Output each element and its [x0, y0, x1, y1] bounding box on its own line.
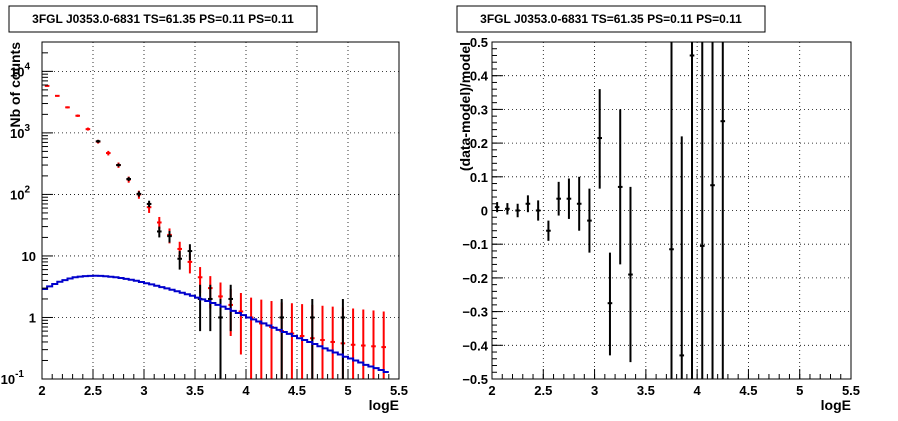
x-tick-label: 4 [694, 383, 702, 398]
data-point [55, 94, 60, 97]
data-point [381, 311, 386, 379]
x-tick-label: 5.5 [390, 383, 408, 398]
data-point [157, 226, 162, 238]
y-tick-label: −0.3 [462, 305, 488, 320]
y-tick-label: 104 [10, 61, 30, 79]
y-tick-label: 10-1 [1, 369, 25, 387]
data-point [566, 178, 572, 219]
data-point [628, 186, 633, 363]
data-point [75, 114, 80, 117]
x-tick-label: 2 [488, 383, 495, 398]
y-tick-label: 0.5 [470, 35, 488, 50]
right-x-axis-label: logE [821, 397, 851, 413]
data-point [187, 244, 193, 261]
data-point [505, 203, 510, 215]
data-point [340, 298, 346, 379]
data-point [65, 106, 70, 109]
x-tick-label: 3.5 [637, 383, 655, 398]
x-tick-label: 2.5 [84, 383, 102, 398]
data-point [218, 298, 223, 379]
x-tick-label: 3 [591, 383, 598, 398]
data-point [320, 305, 325, 379]
data-point [177, 251, 182, 270]
data-point [689, 42, 695, 379]
right-title: 3FGL J0353.0-6831 TS=61.35 PS=0.11 PS=0.… [480, 12, 742, 26]
x-tick-label: 5 [796, 383, 803, 398]
data-point [607, 252, 613, 356]
data-point [310, 298, 315, 379]
y-tick-label: 0.4 [470, 69, 489, 84]
x-tick-label: 3 [140, 383, 147, 398]
x-tick-label: 3.5 [186, 383, 204, 398]
left-panel-counts: 2 2.5 3 3.5 4 4.5 5 5.5 10-1 1 10 102 103 104 3FGL J0… [1, 5, 408, 413]
data-point [238, 292, 244, 355]
data-point [576, 176, 582, 231]
left-axes: 2 2.5 3 3.5 4 4.5 5 5.5 10-1 1 10 102 103 104 [1, 41, 408, 398]
right-title-box: 3FGL J0353.0-6831 TS=61.35 PS=0.11 PS=0.… [456, 5, 766, 33]
data-point [95, 139, 101, 143]
data-point [515, 203, 520, 218]
data-point [617, 109, 623, 265]
data-point [208, 284, 213, 332]
left-x-axis-label: logE [369, 397, 399, 413]
data-point [167, 230, 172, 243]
data-point [710, 42, 715, 379]
data-point [535, 200, 541, 221]
y-tick-label: 1 [29, 310, 36, 325]
data-point [699, 42, 705, 379]
data-point [597, 89, 603, 189]
left-marks [42, 84, 389, 379]
y-tick-label: 0.3 [470, 102, 488, 117]
left-y-axis-label: Nb of counts [7, 42, 23, 128]
data-point [85, 127, 91, 131]
data-point [106, 150, 111, 156]
data-point [546, 220, 551, 241]
right-grid [492, 42, 851, 379]
data-point [350, 308, 356, 379]
data-point [525, 195, 531, 213]
y-tick-label: −0.1 [462, 237, 488, 252]
data-point [669, 42, 674, 379]
plot-border [491, 41, 852, 380]
right-y-axis-label: (data-model)/model [457, 42, 473, 171]
left-title-box: 3FGL J0353.0-6831 TS=61.35 PS=0.11 PS=0.… [8, 5, 318, 33]
x-tick-label: 5 [344, 383, 351, 398]
model-step-line [42, 274, 389, 373]
data-point [136, 191, 142, 197]
data-point [279, 298, 284, 379]
data-point [556, 181, 561, 216]
data-point [720, 42, 726, 379]
data-point [126, 177, 131, 182]
right-axes: 2 2.5 3 3.5 4 4.5 5 5.5 −0.5 −0.4 −0.3 −0.2 −0.1 0 0.1… [462, 35, 860, 398]
right-marks [494, 42, 726, 379]
plot-border [41, 41, 400, 380]
x-tick-label: 2 [38, 383, 45, 398]
left-title: 3FGL J0353.0-6831 TS=61.35 PS=0.11 PS=0.… [32, 12, 294, 26]
data-point [587, 188, 592, 253]
data-point [146, 200, 152, 208]
x-tick-label: 4 [242, 383, 250, 398]
y-tick-label: 0 [481, 204, 488, 219]
y-tick-label: −0.2 [462, 271, 488, 286]
y-tick-label: 102 [10, 184, 30, 202]
y-tick-label: 10 [22, 249, 36, 264]
data-point [361, 309, 366, 379]
x-tick-label: 4.5 [288, 383, 306, 398]
y-tick-label: 0.2 [470, 136, 488, 151]
right-panel-residuals: 2 2.5 3 3.5 4 4.5 5 5.5 −0.5 −0.4 −0.3 −0.2 −0.1 0 0.1… [456, 5, 860, 413]
y-tick-label: −0.5 [462, 372, 488, 387]
x-tick-label: 2.5 [534, 383, 552, 398]
data-point [679, 136, 685, 379]
data-point [299, 304, 305, 379]
data-point [116, 163, 121, 167]
x-tick-label: 5.5 [842, 383, 860, 398]
y-tick-label: 103 [10, 123, 30, 141]
x-tick-label: 4.5 [739, 383, 757, 398]
left-grid [42, 42, 399, 379]
data-point [330, 306, 335, 379]
y-tick-label: −0.4 [462, 338, 488, 353]
y-tick-label: 0.1 [470, 170, 488, 185]
